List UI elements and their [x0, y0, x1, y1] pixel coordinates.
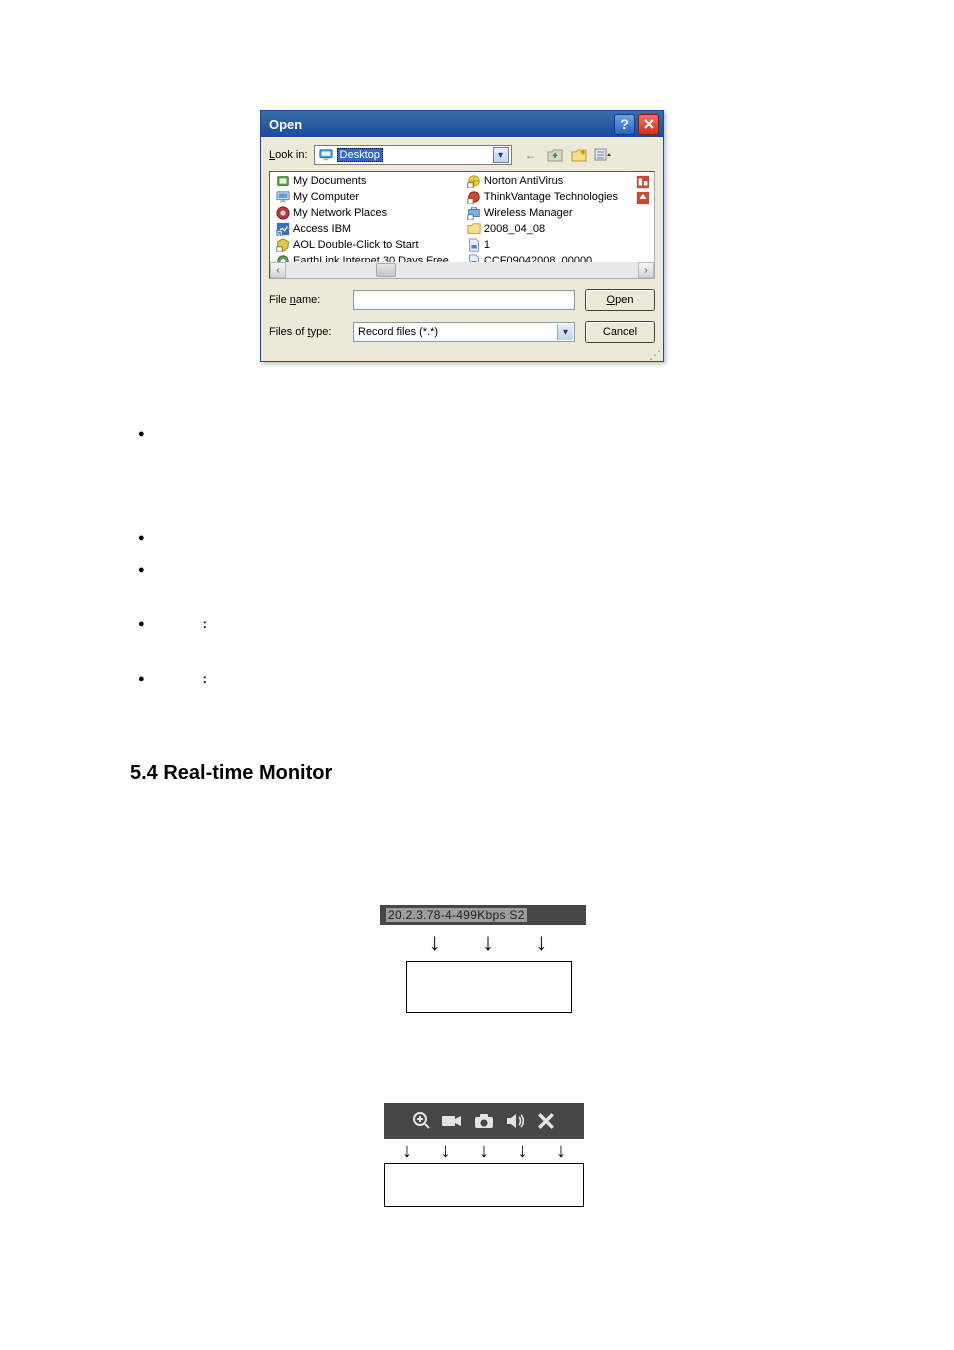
computer-icon	[276, 190, 290, 204]
figure-toolbar-strip: ↓ ↓ ↓ ↓ ↓	[384, 1103, 584, 1207]
status-strip: 20.2.3.78-4-499Kbps S2	[380, 905, 586, 925]
list-item[interactable]: My Network Places	[276, 206, 449, 221]
filename-input[interactable]	[353, 290, 575, 310]
shortcut-icon	[636, 191, 650, 205]
shortcut-icon	[467, 190, 481, 204]
chevron-down-icon[interactable]: ▾	[493, 147, 509, 163]
arrow-row: ↓ ↓ ↓ ↓ ↓	[384, 1139, 584, 1163]
dialog-titlebar[interactable]: Open ?	[261, 111, 663, 137]
label-box	[406, 961, 572, 1013]
filename-label: name:	[269, 294, 343, 306]
arrow-down-icon: ↓	[402, 1141, 412, 1161]
audio-icon[interactable]	[504, 1110, 526, 1132]
list-item[interactable]: Norton AntiVirus	[467, 174, 618, 189]
network-icon	[276, 206, 290, 220]
list-item[interactable]: ThinkVantage Technologies	[467, 190, 618, 205]
file-icon	[467, 238, 481, 252]
bullet-item	[138, 426, 824, 440]
arrow-down-icon: ↓	[482, 931, 494, 955]
bullet-item: :	[138, 616, 824, 631]
arrow-down-icon: ↓	[556, 1141, 566, 1161]
open-button[interactable]: Open	[585, 289, 655, 311]
new-folder-icon[interactable]	[570, 146, 588, 164]
desktop-icon	[319, 148, 333, 162]
list-item[interactable]: My Documents	[276, 174, 449, 189]
scroll-left-button[interactable]: ‹	[270, 262, 286, 278]
cancel-button[interactable]: Cancel	[585, 321, 655, 343]
shortcut-icon	[467, 174, 481, 188]
bullet-item: :	[138, 671, 824, 686]
list-item[interactable]: My Computer	[276, 190, 449, 205]
list-item[interactable]: 2008_04_08	[467, 221, 618, 236]
close-button[interactable]	[638, 114, 659, 135]
lookin-label: Look in:	[269, 149, 308, 161]
label-box	[384, 1163, 584, 1207]
dialog-title: Open	[269, 117, 611, 132]
scroll-track[interactable]	[286, 262, 638, 278]
status-text: 20.2.3.78-4-499Kbps S2	[386, 908, 527, 922]
views-icon[interactable]	[594, 146, 612, 164]
file-list[interactable]: My Documents My Computer My Network Plac…	[269, 171, 655, 279]
arrow-down-icon: ↓	[518, 1141, 528, 1161]
shortcut-icon	[276, 238, 290, 252]
arrow-down-icon: ↓	[535, 931, 547, 955]
close-icon[interactable]	[535, 1110, 557, 1132]
zoom-icon[interactable]	[411, 1110, 433, 1132]
snapshot-icon[interactable]	[473, 1110, 495, 1132]
arrow-down-icon: ↓	[479, 1141, 489, 1161]
toolbar-strip	[384, 1103, 584, 1139]
scroll-thumb[interactable]	[376, 263, 396, 277]
figure-status-strip: 20.2.3.78-4-499Kbps S2 ↓ ↓ ↓	[380, 905, 586, 1013]
arrow-down-icon: ↓	[429, 931, 441, 955]
help-button[interactable]: ?	[614, 114, 635, 135]
shortcut-icon	[276, 222, 290, 236]
record-icon[interactable]	[442, 1110, 464, 1132]
resize-grip[interactable]: ⋰	[261, 351, 663, 361]
arrow-down-icon: ↓	[441, 1141, 451, 1161]
folder-icon	[276, 174, 290, 188]
list-item[interactable]: Secu	[636, 190, 655, 205]
lookin-combo[interactable]: Desktop ▾	[314, 145, 512, 165]
horizontal-scrollbar[interactable]: ‹ ›	[270, 262, 654, 278]
chevron-down-icon[interactable]: ▾	[557, 324, 573, 340]
filetype-combo[interactable]: Record files (*.*) ▾	[353, 322, 575, 342]
scroll-right-button[interactable]: ›	[638, 262, 654, 278]
filetype-label: Files of type:	[269, 326, 343, 338]
list-item[interactable]: AOL Double-Click to Start	[276, 237, 449, 252]
back-icon[interactable]: ←	[522, 146, 540, 164]
list-item[interactable]: Access IBM	[276, 221, 449, 236]
bullet-item	[138, 530, 824, 544]
folder-icon	[467, 222, 481, 236]
bullet-item	[138, 562, 824, 576]
open-dialog: Open ? Look in: Desktop ▾ ←	[260, 110, 664, 362]
up-folder-icon[interactable]	[546, 146, 564, 164]
arrow-row: ↓ ↓ ↓	[380, 925, 586, 961]
shortcut-icon	[636, 175, 650, 189]
filetype-value: Record files (*.*)	[358, 326, 438, 338]
lookin-value: Desktop	[337, 148, 383, 162]
section-heading: 5.4 Real-time Monitor	[130, 762, 824, 785]
shortcut-icon	[467, 206, 481, 220]
list-item[interactable]: 1	[467, 237, 618, 252]
list-item[interactable]: Wireless Manager	[467, 206, 618, 221]
bullet-list: : :	[138, 426, 824, 686]
list-item[interactable]: n100	[636, 174, 655, 189]
